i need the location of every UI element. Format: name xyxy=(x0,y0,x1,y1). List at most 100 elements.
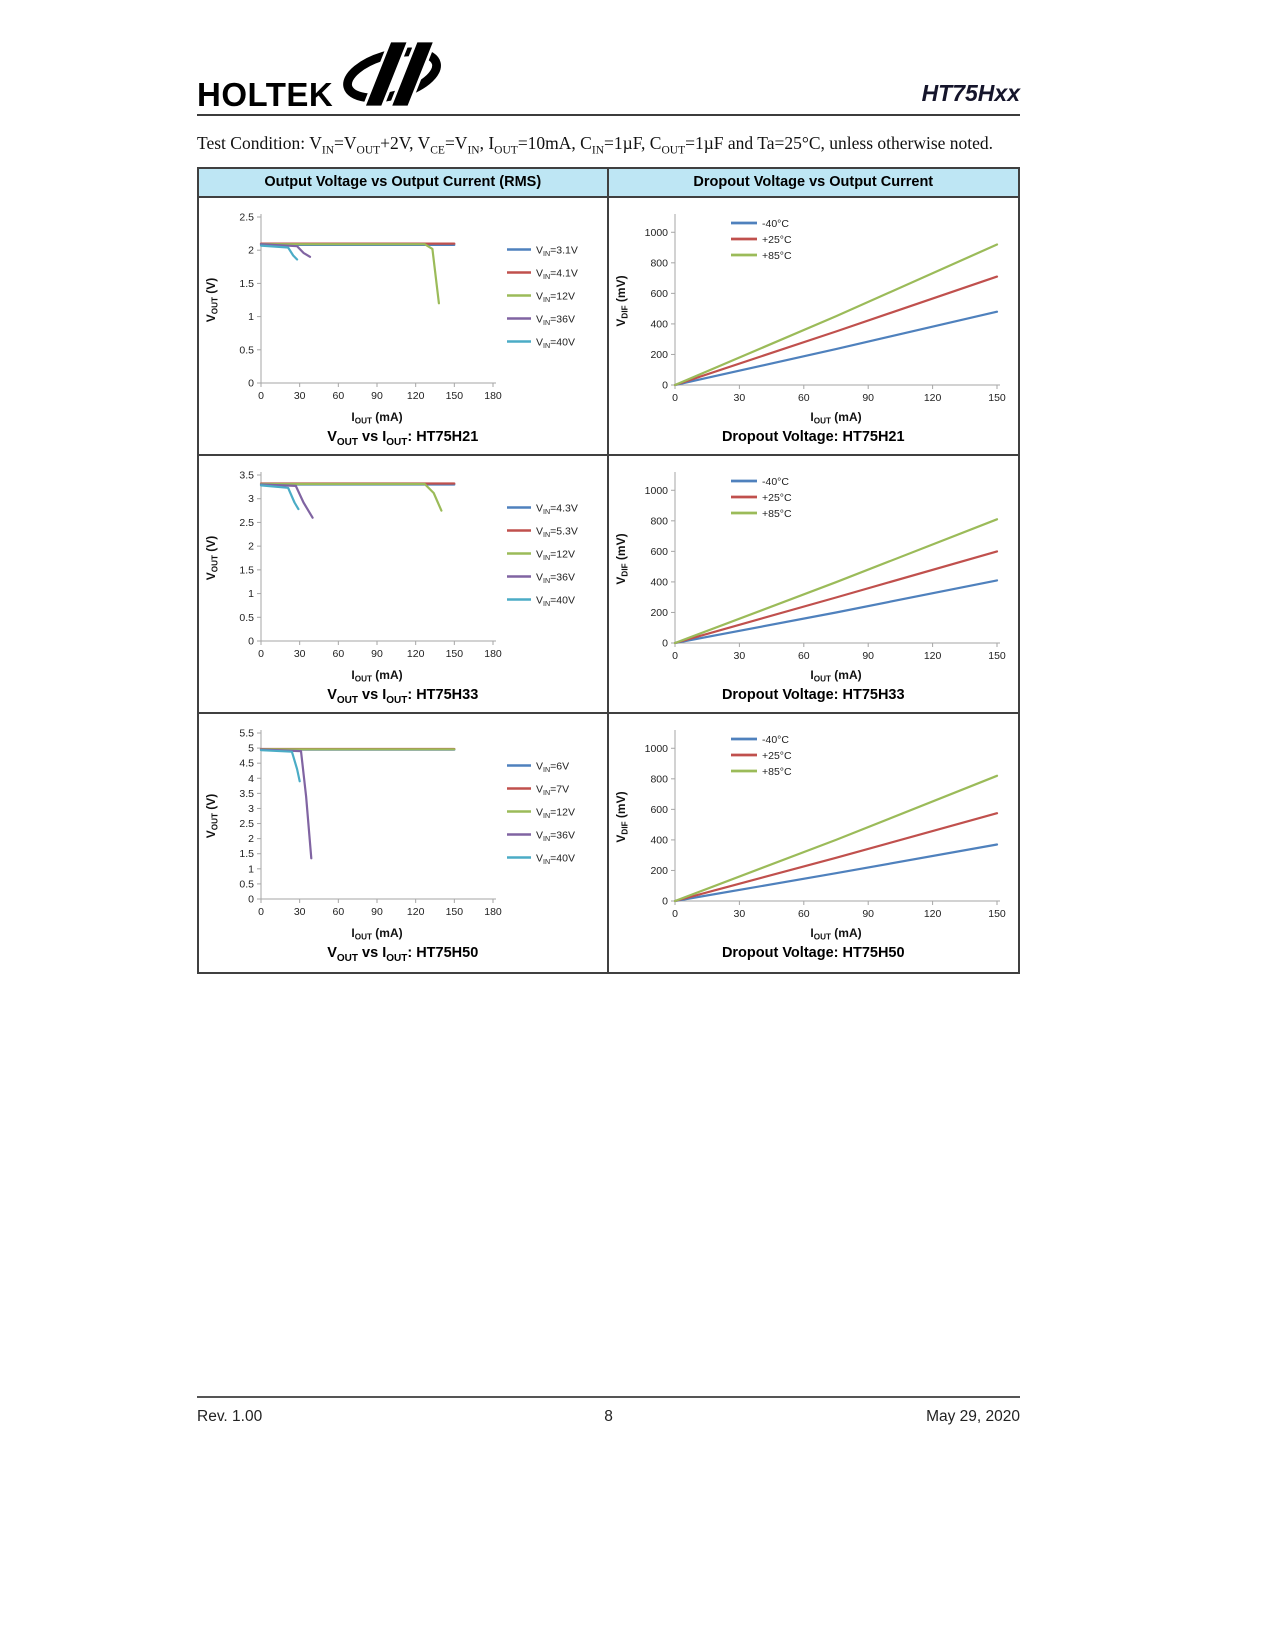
vout-vs-iout-ht75h50-svg: 0 30 60 90 120 150 180 0 0.5 1 1.5 2 2.5 3 3.5 4 4.5 5 5.5… xyxy=(204,728,575,942)
y-tick-label: 3 xyxy=(248,493,254,505)
y-tick-label: 200 xyxy=(651,349,669,361)
x-axis-label: IOUT (mA) xyxy=(811,668,862,684)
x-tick-label: 120 xyxy=(407,390,425,402)
series-line xyxy=(674,275,999,387)
x-tick-label: 60 xyxy=(332,390,344,402)
x-tick-label: 150 xyxy=(988,650,1006,662)
y-tick-label: 1.5 xyxy=(239,278,254,290)
series-line xyxy=(259,749,301,783)
chart-canvas: 0 30 60 90 120 150 0 200 400 600 800 1000 IOUT (mA) V… xyxy=(609,719,1019,945)
y-tick-label: 2 xyxy=(248,245,254,257)
y-axis-label: VOUT (V) xyxy=(204,794,220,839)
x-tick-label: 60 xyxy=(798,650,810,662)
x-tick-label: 150 xyxy=(445,906,463,918)
x-tick-label: 60 xyxy=(798,908,810,920)
x-tick-label: 60 xyxy=(798,392,810,404)
y-tick-label: 200 xyxy=(651,865,669,877)
legend-label: VIN=12V xyxy=(536,549,575,563)
x-tick-label: 0 xyxy=(258,648,264,660)
chart-title: Dropout Voltage: HT75H33 xyxy=(721,687,905,703)
y-tick-label: 0 xyxy=(248,894,254,906)
x-tick-label: 150 xyxy=(445,390,463,402)
chart-title: Dropout Voltage: HT75H50 xyxy=(721,945,905,961)
legend-label: VIN=3.1V xyxy=(536,245,578,259)
y-tick-label: 1 xyxy=(248,311,254,323)
x-tick-label: 60 xyxy=(332,648,344,660)
y-tick-label: 2.5 xyxy=(239,818,254,830)
holtek-logo-icon xyxy=(335,36,453,115)
y-tick-label: 2.5 xyxy=(239,517,254,529)
legend-label: -40°C xyxy=(762,734,789,746)
series-line xyxy=(259,748,313,860)
y-tick-label: 0 xyxy=(662,896,668,908)
legend-label: VIN=12V xyxy=(536,291,575,305)
series-line xyxy=(674,812,999,903)
legend-label: VIN=7V xyxy=(536,784,569,798)
legend-label: VIN=36V xyxy=(536,314,575,328)
y-tick-label: 800 xyxy=(651,515,669,527)
chart-vout-ht75h50: 0 30 60 90 120 150 180 0 0.5 1 1.5 2 2.5 3 3.5 4 4.5 5 5.5… xyxy=(199,714,609,972)
legend-label: VIN=4.1V xyxy=(536,268,578,282)
y-tick-label: 2 xyxy=(248,541,254,553)
y-axis-label: VOUT (V) xyxy=(204,278,220,323)
y-tick-label: 5 xyxy=(248,743,254,755)
series-line xyxy=(259,243,440,305)
series-line xyxy=(259,243,311,258)
x-axis-label: IOUT (mA) xyxy=(811,926,862,942)
legend-label: +25°C xyxy=(762,234,792,246)
x-tick-label: 0 xyxy=(672,650,678,662)
y-tick-label: 200 xyxy=(651,607,669,619)
y-tick-label: 4 xyxy=(248,773,254,785)
vout-vs-iout-ht75h21-svg: 0 30 60 90 120 150 180 0 0.5 1 1.5 2 2.5 IOUT (mA) VOU… xyxy=(204,212,578,426)
series-line xyxy=(674,774,999,903)
y-tick-label: 600 xyxy=(651,288,669,300)
legend-label: VIN=6V xyxy=(536,761,569,775)
legend-label: +25°C xyxy=(762,750,792,762)
chart-canvas: 0 30 60 90 120 150 180 0 0.5 1 1.5 2 2.5 3 3.5 IOUT (mA… xyxy=(199,461,607,687)
y-tick-label: 1.5 xyxy=(239,848,254,860)
y-tick-label: 800 xyxy=(651,773,669,785)
footer-page-number: 8 xyxy=(604,1408,613,1425)
y-axis-label: VOUT (V) xyxy=(204,536,220,581)
series-line xyxy=(674,243,999,387)
chart-title: Dropout Voltage: HT75H21 xyxy=(721,429,905,445)
x-tick-label: 90 xyxy=(371,648,383,660)
y-axis-label: VDIF (mV) xyxy=(614,791,630,842)
x-tick-label: 90 xyxy=(863,908,875,920)
x-tick-label: 120 xyxy=(407,906,425,918)
y-tick-label: 1000 xyxy=(645,227,669,239)
x-tick-label: 150 xyxy=(988,392,1006,404)
product-name: HT75Hxx xyxy=(921,80,1020,106)
legend-label: -40°C xyxy=(762,476,789,488)
x-tick-label: 30 xyxy=(294,906,306,918)
chart-title: VOUT vs IOUT: HT75H21 xyxy=(327,429,479,448)
x-tick-label: 0 xyxy=(672,392,678,404)
x-tick-label: 180 xyxy=(484,390,502,402)
y-tick-label: 1 xyxy=(248,588,254,600)
series-line xyxy=(674,310,999,387)
x-tick-label: 30 xyxy=(294,390,306,402)
x-tick-label: 0 xyxy=(258,390,264,402)
y-tick-label: 3.5 xyxy=(239,470,254,482)
legend-label: +85°C xyxy=(762,508,792,520)
legend-label: VIN=36V xyxy=(536,830,575,844)
series-line xyxy=(674,518,999,645)
x-tick-label: 90 xyxy=(863,650,875,662)
y-tick-label: 1000 xyxy=(645,485,669,497)
dropout-ht75h50-svg: 0 30 60 90 120 150 0 200 400 600 800 1000 IOUT (mA) V… xyxy=(614,730,1006,942)
x-tick-label: 0 xyxy=(258,906,264,918)
legend-label: +25°C xyxy=(762,492,792,504)
legend-label: +85°C xyxy=(762,766,792,778)
chart-vout-ht75h21: 0 30 60 90 120 150 180 0 0.5 1 1.5 2 2.5 IOUT (mA) VOU… xyxy=(199,198,609,456)
x-tick-label: 60 xyxy=(332,906,344,918)
x-tick-label: 30 xyxy=(294,648,306,660)
series-line xyxy=(259,244,298,261)
holtek-logo-text: HOLTEK xyxy=(197,75,334,113)
chart-canvas: 0 30 60 90 120 150 180 0 0.5 1 1.5 2 2.5 IOUT (mA) VOU… xyxy=(199,203,607,429)
x-axis-label: IOUT (mA) xyxy=(811,410,862,426)
y-tick-label: 2.5 xyxy=(239,212,254,224)
x-tick-label: 90 xyxy=(371,906,383,918)
x-tick-label: 120 xyxy=(924,908,942,920)
legend-label: -40°C xyxy=(762,218,789,230)
